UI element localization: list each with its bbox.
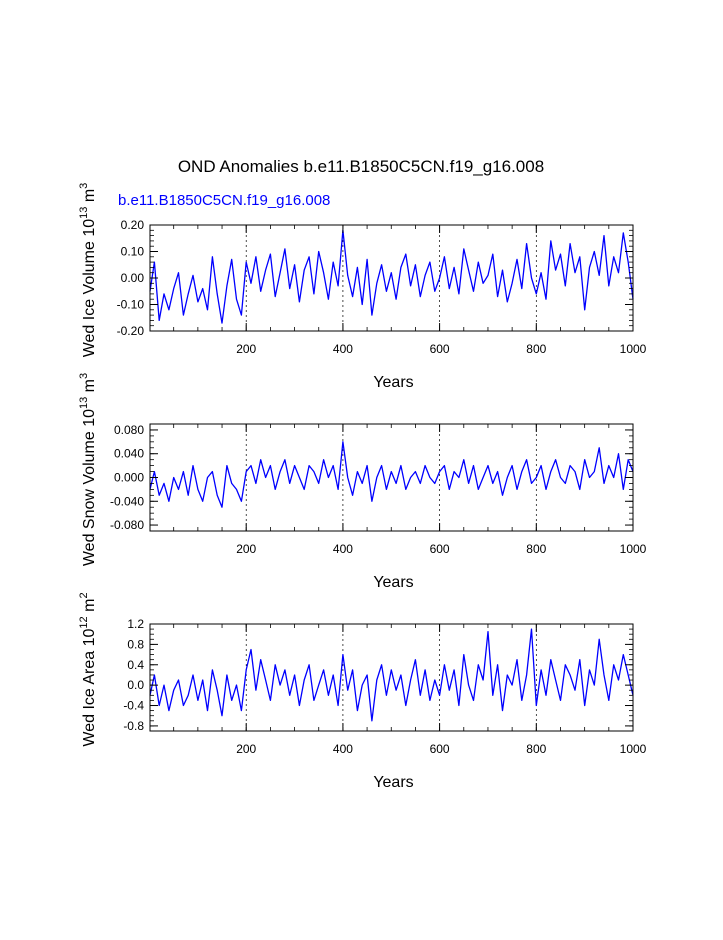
y-axis-label-superscript: 2 xyxy=(78,592,90,598)
y-tick-label: 0.080 xyxy=(114,423,144,437)
y-tick-label: -0.20 xyxy=(117,324,145,338)
x-tick-label: 1000 xyxy=(620,542,647,556)
y-tick-label: 0.040 xyxy=(114,447,144,461)
panel-2: -0.080 -0.040 0.000 0.040 0.080 200 400 600 800 1… xyxy=(78,373,647,591)
y-tick-label: -0.4 xyxy=(123,699,144,713)
y-tick-label: 0.0 xyxy=(127,678,144,692)
x-axis-label: Years xyxy=(373,774,413,791)
panels: -0.20 -0.10 0.00 0.10 0.20 200 400 600 800 1000 Ye… xyxy=(78,183,647,791)
y-axis-label: Wed Ice Volume 1013 m3 xyxy=(78,183,98,358)
y-tick-label: -0.10 xyxy=(117,298,145,312)
series-line xyxy=(149,441,634,508)
panel-1: -0.20 -0.10 0.00 0.10 0.20 200 400 600 800 1000 Ye… xyxy=(78,183,647,391)
y-tick-label: 0.8 xyxy=(127,637,144,651)
figure-title: OND Anomalies b.e11.B1850C5CN.f19_g16.00… xyxy=(178,157,544,176)
y-tick-label: 0.4 xyxy=(127,658,144,672)
x-tick-label: 200 xyxy=(236,542,256,556)
y-axis-label: Wed Snow Volume 1013 m3 xyxy=(78,373,98,566)
x-axis-label: Years xyxy=(373,374,413,391)
x-tick-label: 600 xyxy=(430,742,450,756)
y-tick-label: 0.10 xyxy=(121,245,145,259)
y-tick-label: -0.080 xyxy=(110,518,144,532)
y-tick-label: -0.8 xyxy=(123,719,144,733)
x-tick-label: 600 xyxy=(430,342,450,356)
y-tick-label: 0.000 xyxy=(114,471,144,485)
x-tick-label: 1000 xyxy=(620,342,647,356)
y-axis-label-text: Wed Snow Volume 10 xyxy=(81,409,98,566)
y-axis-label-text: m xyxy=(81,189,98,207)
series-line xyxy=(149,628,634,722)
x-tick-label: 800 xyxy=(526,542,546,556)
y-axis-label-superscript: 13 xyxy=(78,397,90,409)
x-tick-label: 600 xyxy=(430,542,450,556)
y-axis-label-superscript: 3 xyxy=(78,373,90,379)
y-tick-label: 0.00 xyxy=(121,271,145,285)
y-axis-label-text: Wed Ice Area 10 xyxy=(81,628,98,746)
x-tick-label: 800 xyxy=(526,742,546,756)
x-tick-label: 400 xyxy=(333,742,353,756)
x-axis-label: Years xyxy=(373,574,413,591)
x-tick-label: 400 xyxy=(333,542,353,556)
y-axis-label: Wed Ice Area 1012 m2 xyxy=(78,592,98,746)
run-label: b.e11.B1850C5CN.f19_g16.008 xyxy=(118,192,330,209)
x-tick-label: 200 xyxy=(236,742,256,756)
y-tick-label: 0.20 xyxy=(121,218,145,232)
panel-3: -0.8 -0.4 0.0 0.4 0.8 1.2 200 400 600 800 1000 Year… xyxy=(78,592,647,791)
y-axis-label-text: m xyxy=(81,379,98,397)
x-tick-label: 200 xyxy=(236,342,256,356)
x-tick-label: 1000 xyxy=(620,742,647,756)
x-tick-label: 400 xyxy=(333,342,353,356)
y-tick-label: 1.2 xyxy=(127,617,144,631)
x-tick-label: 800 xyxy=(526,342,546,356)
y-axis-label-text: Wed Ice Volume 10 xyxy=(81,219,98,358)
y-tick-label: -0.040 xyxy=(110,494,144,508)
y-axis-label-superscript: 12 xyxy=(78,616,90,628)
y-axis-label-superscript: 13 xyxy=(78,207,90,219)
series-line xyxy=(149,229,634,324)
y-axis-label-text: m xyxy=(81,599,98,617)
y-axis-label-superscript: 3 xyxy=(78,183,90,189)
